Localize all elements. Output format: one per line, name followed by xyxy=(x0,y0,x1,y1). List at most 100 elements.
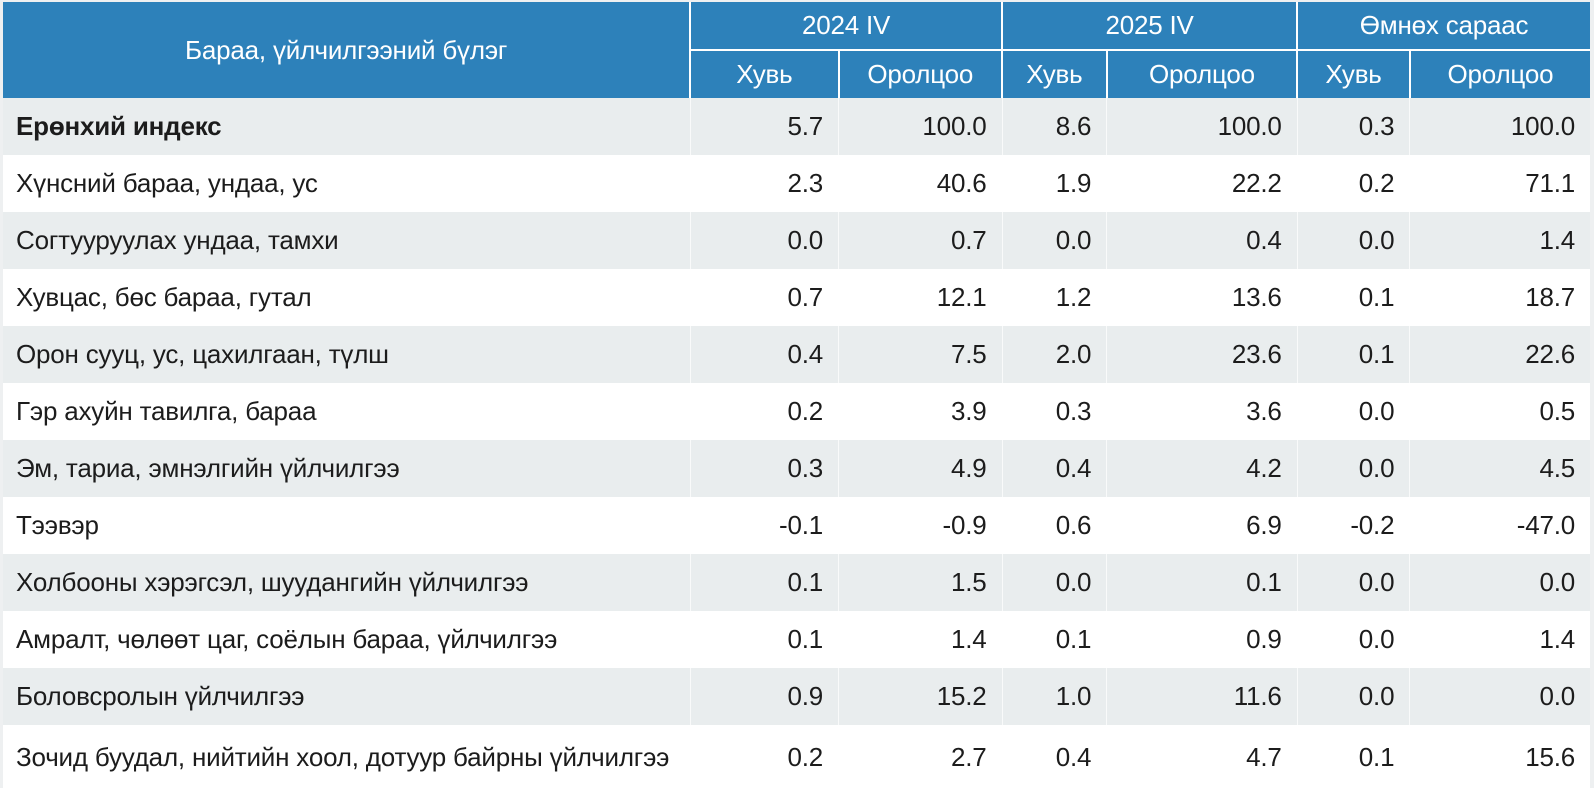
value-cell: 22.2 xyxy=(1106,155,1298,212)
table-row: Боловсролын үйлчилгээ 0.9 15.2 1.0 11.6 … xyxy=(3,668,1590,725)
value-cell: 1.4 xyxy=(838,611,1002,668)
value-cell: 0.1 xyxy=(689,554,839,611)
value-cell: 0.1 xyxy=(1296,725,1410,788)
value-cell: 0.9 xyxy=(689,668,839,725)
value-cell: 22.6 xyxy=(1409,326,1590,383)
value-cell: 1.2 xyxy=(1001,269,1107,326)
column-header-category: Бараа, үйлчилгээний бүлэг xyxy=(3,2,691,98)
category-cell: Орон сууц, ус, цахилгаан, түлш xyxy=(3,326,691,383)
value-cell: 2.0 xyxy=(1001,326,1107,383)
value-cell: 0.6 xyxy=(1001,497,1107,554)
value-cell: 6.9 xyxy=(1106,497,1298,554)
value-cell: 5.7 xyxy=(689,98,839,155)
value-cell: 0.1 xyxy=(1296,326,1410,383)
value-cell: 1.9 xyxy=(1001,155,1107,212)
value-cell: 0.7 xyxy=(689,269,839,326)
value-cell: 3.6 xyxy=(1106,383,1298,440)
subheader-2024-percent: Хувь xyxy=(689,50,839,98)
value-cell: 15.2 xyxy=(838,668,1002,725)
value-cell: 7.5 xyxy=(838,326,1002,383)
table-row: Гэр ахуйн тавилга, бараа 0.2 3.9 0.3 3.6… xyxy=(3,383,1590,440)
value-cell: 4.2 xyxy=(1106,440,1298,497)
value-cell: 0.0 xyxy=(1001,554,1107,611)
subheader-2025-percent: Хувь xyxy=(1001,50,1107,98)
category-cell: Хувцас, бөс бараа, гутал xyxy=(3,269,691,326)
value-cell: -0.1 xyxy=(689,497,839,554)
value-cell: 13.6 xyxy=(1106,269,1298,326)
value-cell: 0.2 xyxy=(689,725,839,788)
value-cell: 0.1 xyxy=(689,611,839,668)
value-cell: 12.1 xyxy=(838,269,1002,326)
value-cell: 0.7 xyxy=(838,212,1002,269)
value-cell: 0.0 xyxy=(1296,668,1410,725)
value-cell: 18.7 xyxy=(1409,269,1590,326)
value-cell: 1.4 xyxy=(1409,611,1590,668)
value-cell: 0.0 xyxy=(1296,554,1410,611)
table-row: Согтууруулах ундаа, тамхи 0.0 0.7 0.0 0.… xyxy=(3,212,1590,269)
value-cell: 4.9 xyxy=(838,440,1002,497)
table-row: Орон сууц, ус, цахилгаан, түлш 0.4 7.5 2… xyxy=(3,326,1590,383)
value-cell: 0.9 xyxy=(1106,611,1298,668)
cpi-table: Бараа, үйлчилгээний бүлэг 2024 IV 2025 I… xyxy=(3,2,1590,788)
value-cell: 0.0 xyxy=(1296,212,1410,269)
value-cell: 0.3 xyxy=(1001,383,1107,440)
value-cell: 4.5 xyxy=(1409,440,1590,497)
column-group-2024: 2024 IV xyxy=(689,2,1002,51)
table-row: Эм, тариа, эмнэлгийн үйлчилгээ 0.3 4.9 0… xyxy=(3,440,1590,497)
category-cell: Гэр ахуйн тавилга, бараа xyxy=(3,383,691,440)
category-cell: Зочид буудал, нийтийн хоол, дотуур байрн… xyxy=(3,725,691,788)
value-cell: 0.2 xyxy=(1296,155,1410,212)
table-row: Тээвэр -0.1 -0.9 0.6 6.9 -0.2 -47.0 xyxy=(3,497,1590,554)
value-cell: -0.9 xyxy=(838,497,1002,554)
value-cell: 0.3 xyxy=(1296,98,1410,155)
category-cell: Согтууруулах ундаа, тамхи xyxy=(3,212,691,269)
value-cell: 4.7 xyxy=(1106,725,1298,788)
table-row: Холбооны хэрэгсэл, шуудангийн үйлчилгээ … xyxy=(3,554,1590,611)
table-body: Ерөнхий индекс 5.7 100.0 8.6 100.0 0.3 1… xyxy=(3,98,1590,788)
category-cell: Тээвэр xyxy=(3,497,691,554)
value-cell: 0.0 xyxy=(1296,611,1410,668)
category-cell: Амралт, чөлөөт цаг, соёлын бараа, үйлчил… xyxy=(3,611,691,668)
value-cell: 0.0 xyxy=(1409,554,1590,611)
value-cell: 11.6 xyxy=(1106,668,1298,725)
value-cell: 0.0 xyxy=(1296,440,1410,497)
value-cell: 1.0 xyxy=(1001,668,1107,725)
value-cell: 0.1 xyxy=(1106,554,1298,611)
value-cell: 8.6 xyxy=(1001,98,1107,155)
category-cell: Хүнсний бараа, ундаа, ус xyxy=(3,155,691,212)
category-cell: Эм, тариа, эмнэлгийн үйлчилгээ xyxy=(3,440,691,497)
column-group-prev-month: Өмнөх сараас xyxy=(1296,2,1590,51)
value-cell: -0.2 xyxy=(1296,497,1410,554)
value-cell: 15.6 xyxy=(1409,725,1590,788)
table-row: Ерөнхий индекс 5.7 100.0 8.6 100.0 0.3 1… xyxy=(3,98,1590,155)
table-row: Хүнсний бараа, ундаа, ус 2.3 40.6 1.9 22… xyxy=(3,155,1590,212)
value-cell: 71.1 xyxy=(1409,155,1590,212)
subheader-2024-contribution: Оролцоо xyxy=(837,50,1002,98)
value-cell: 0.1 xyxy=(1296,269,1410,326)
value-cell: -47.0 xyxy=(1409,497,1590,554)
value-cell: 23.6 xyxy=(1106,326,1298,383)
category-cell: Холбооны хэрэгсэл, шуудангийн үйлчилгээ xyxy=(3,554,691,611)
value-cell: 0.0 xyxy=(1409,668,1590,725)
value-cell: 100.0 xyxy=(1106,98,1298,155)
value-cell: 0.1 xyxy=(1001,611,1107,668)
table-row: Зочид буудал, нийтийн хоол, дотуур байрн… xyxy=(3,725,1590,788)
value-cell: 0.0 xyxy=(1001,212,1107,269)
value-cell: 100.0 xyxy=(838,98,1002,155)
value-cell: 0.4 xyxy=(689,326,839,383)
subheader-prev-contribution: Оролцоо xyxy=(1408,50,1590,98)
value-cell: 0.4 xyxy=(1001,440,1107,497)
table-row: Амралт, чөлөөт цаг, соёлын бараа, үйлчил… xyxy=(3,611,1590,668)
table-header: Бараа, үйлчилгээний бүлэг 2024 IV 2025 I… xyxy=(3,2,1590,98)
value-cell: 100.0 xyxy=(1409,98,1590,155)
category-cell: Ерөнхий индекс xyxy=(3,98,691,155)
value-cell: 0.0 xyxy=(689,212,839,269)
subheader-2025-contribution: Оролцоо xyxy=(1105,50,1298,98)
value-cell: 3.9 xyxy=(838,383,1002,440)
table-row: Хувцас, бөс бараа, гутал 0.7 12.1 1.2 13… xyxy=(3,269,1590,326)
column-group-2025: 2025 IV xyxy=(1000,2,1298,51)
value-cell: 1.5 xyxy=(838,554,1002,611)
subheader-prev-percent: Хувь xyxy=(1296,50,1410,98)
value-cell: 0.2 xyxy=(689,383,839,440)
